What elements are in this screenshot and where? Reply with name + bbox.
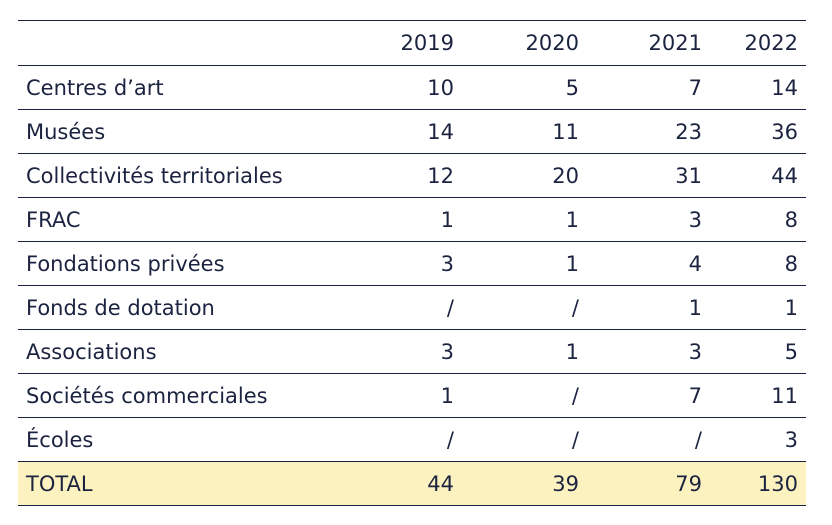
cell-2022: 8 [710,241,806,286]
total-2020: 39 [462,461,587,506]
cell-2020: 1 [462,241,587,286]
cell-2021: 31 [587,153,710,198]
cell-2019: 3 [340,329,462,374]
cell-2019: 12 [340,153,462,198]
cell-2021: 7 [587,65,710,110]
row-label: Centres d’art [18,65,340,110]
cell-2019: 14 [340,109,462,154]
cell-2021: 4 [587,241,710,286]
header-cell-2020: 2020 [462,20,587,66]
cell-2019: 3 [340,241,462,286]
cell-2021: 3 [587,329,710,374]
cell-2019: / [340,417,462,462]
header-cell-category [18,20,340,66]
table-row: Fonds de dotation / / 1 1 [18,285,806,330]
cell-2019: 1 [340,197,462,242]
header-row: 2019 2020 2021 2022 [18,20,806,66]
cell-2020: 1 [462,197,587,242]
table-row: Écoles / / / 3 [18,417,806,462]
cell-2021: 23 [587,109,710,154]
table-row: Centres d’art 10 5 7 14 [18,65,806,110]
cell-2022: 14 [710,65,806,110]
cell-2022: 11 [710,373,806,418]
row-label: Fondations privées [18,241,340,286]
table-header: 2019 2020 2021 2022 [18,20,806,66]
cell-2021: 1 [587,285,710,330]
table-row: Collectivités territoriales 12 20 31 44 [18,153,806,198]
cell-2020: 20 [462,153,587,198]
cell-2019: 1 [340,373,462,418]
cell-2022: 36 [710,109,806,154]
row-label: Sociétés commerciales [18,373,340,418]
header-cell-2022: 2022 [710,20,806,66]
cell-2022: 3 [710,417,806,462]
cell-2021: 3 [587,197,710,242]
cell-2020: 5 [462,65,587,110]
cell-2022: 8 [710,197,806,242]
data-table: 2019 2020 2021 2022 Centres d’art 10 5 7… [18,20,806,506]
row-label: Écoles [18,417,340,462]
cell-2021: / [587,417,710,462]
cell-2022: 44 [710,153,806,198]
header-cell-2021: 2021 [587,20,710,66]
total-row: TOTAL 44 39 79 130 [18,461,806,506]
cell-2020: 1 [462,329,587,374]
row-label: Fonds de dotation [18,285,340,330]
cell-2019: / [340,285,462,330]
table-row: FRAC 1 1 3 8 [18,197,806,242]
cell-2022: 5 [710,329,806,374]
table-row: Associations 3 1 3 5 [18,329,806,374]
total-label: TOTAL [18,461,340,506]
row-label: Musées [18,109,340,154]
table-row: Sociétés commerciales 1 / 7 11 [18,373,806,418]
table-row: Fondations privées 3 1 4 8 [18,241,806,286]
header-cell-2019: 2019 [340,20,462,66]
cell-2019: 10 [340,65,462,110]
cell-2021: 7 [587,373,710,418]
total-2021: 79 [587,461,710,506]
cell-2020: 11 [462,109,587,154]
row-label: Collectivités territoriales [18,153,340,198]
row-label: FRAC [18,197,340,242]
total-2019: 44 [340,461,462,506]
table-body: Centres d’art 10 5 7 14 Musées 14 11 23 … [18,65,806,506]
cell-2022: 1 [710,285,806,330]
cell-2020: / [462,373,587,418]
row-label: Associations [18,329,340,374]
table-row: Musées 14 11 23 36 [18,109,806,154]
cell-2020: / [462,417,587,462]
total-2022: 130 [710,461,806,506]
cell-2020: / [462,285,587,330]
